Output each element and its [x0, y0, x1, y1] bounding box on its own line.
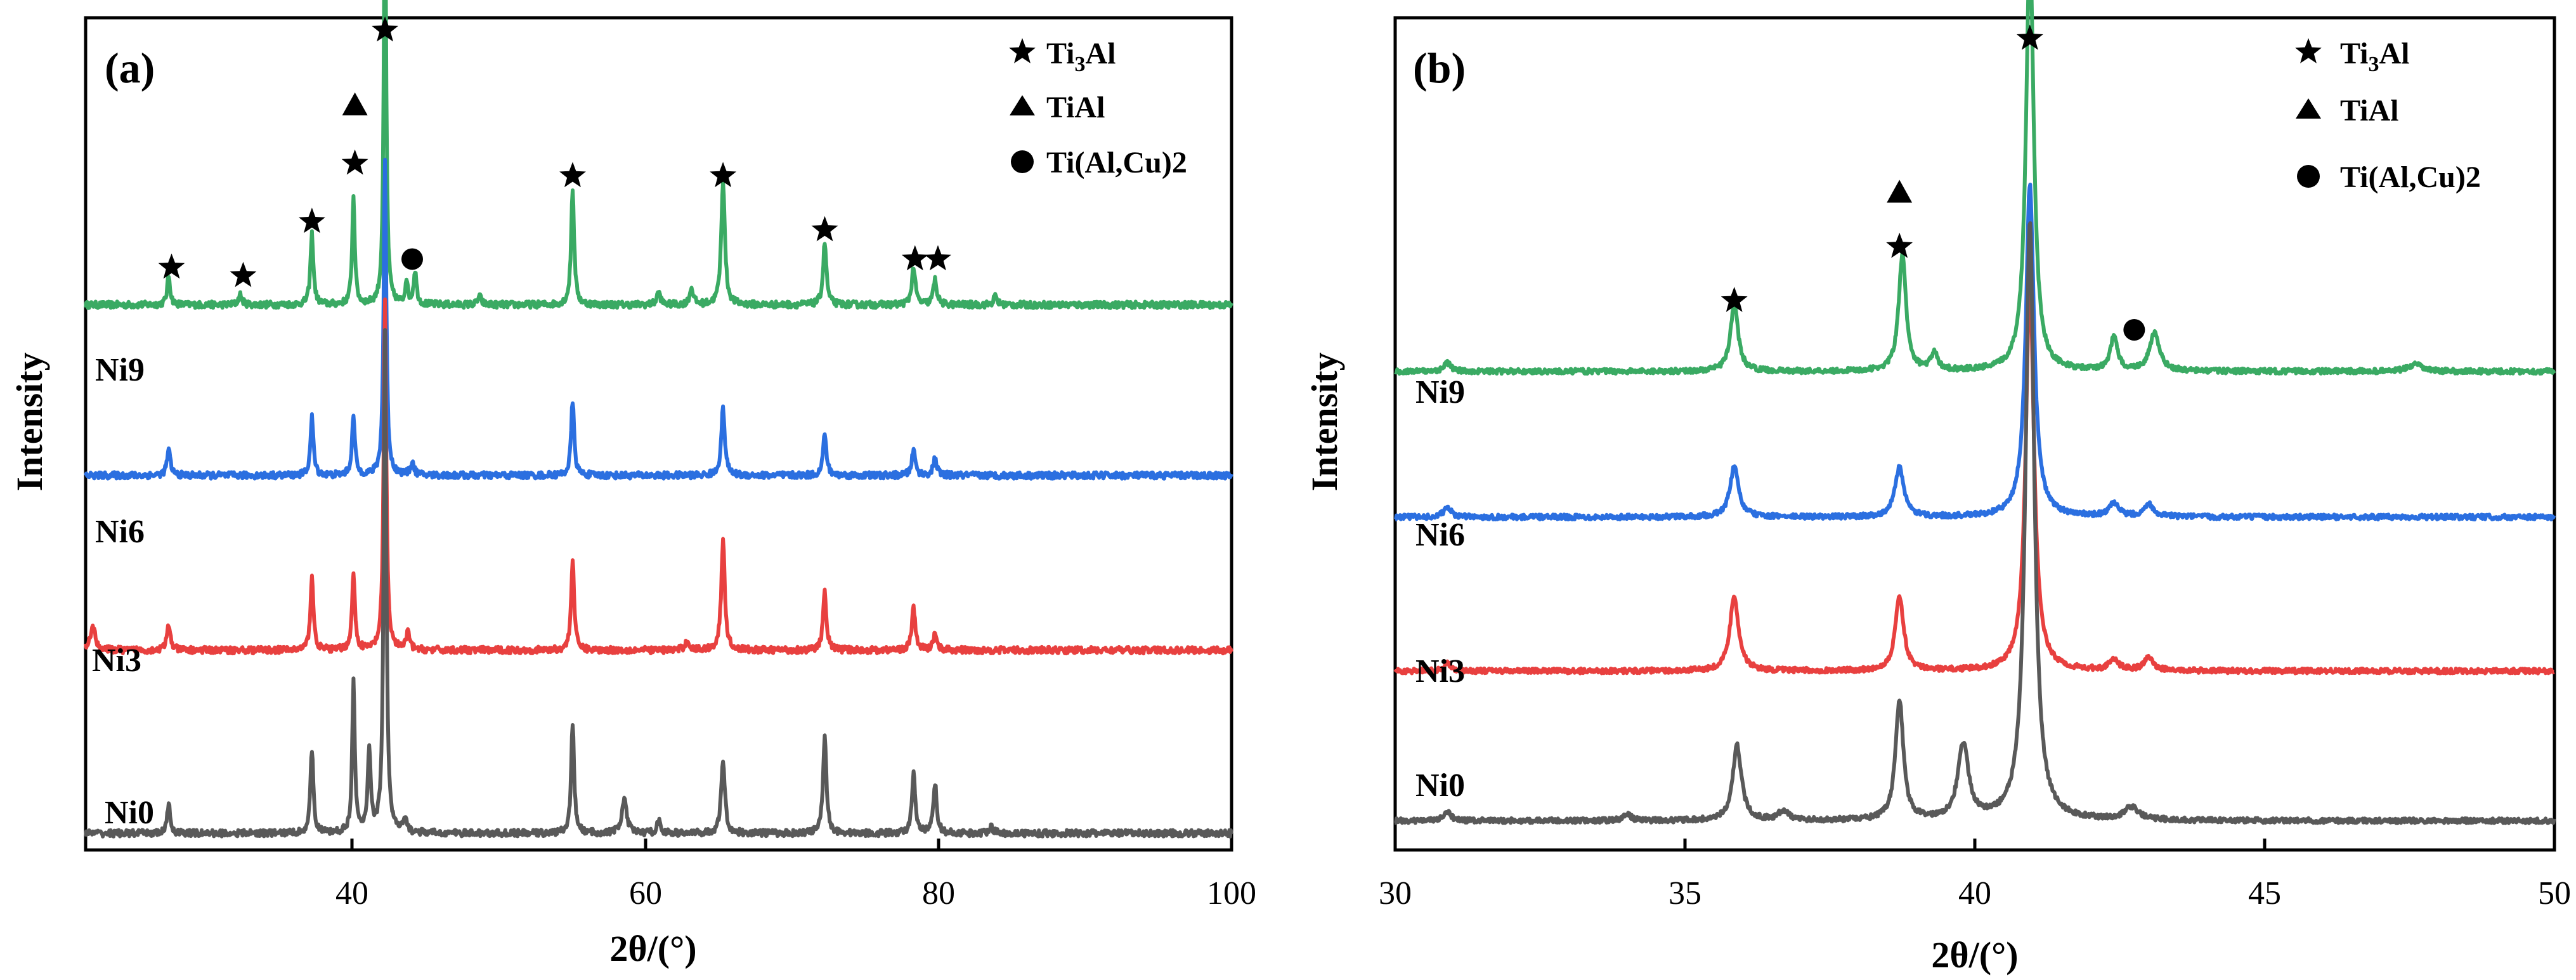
panel-b-peak-marker-star-3 — [1721, 287, 1748, 312]
panel-b-plot-frame — [1393, 16, 2556, 852]
panel-a-x-tick-label-60: 60 — [629, 875, 662, 911]
panel-b-legend-item-ti3al: Ti3Al — [2295, 37, 2409, 76]
panel-a-plot-frame — [84, 16, 1233, 852]
panel-a-x-tick-label-100: 100 — [1207, 875, 1256, 911]
panel-b-series-line-ni9 — [1394, 0, 2556, 376]
panel-a-series-line-ni3 — [84, 297, 1233, 656]
panel-a-peak-marker-star-3 — [299, 207, 325, 233]
panel-a-series-label-ni9: Ni9 — [95, 352, 145, 388]
panel-b-x-tick-label-45: 45 — [2248, 875, 2281, 911]
panel-a-legend-item-tial: TiAl — [1010, 91, 1105, 124]
panel-a-legend-label-tialcu2: Ti(Al,Cu)2 — [1046, 146, 1187, 180]
panel-b-legend-item-tialcu2: Ti(Al,Cu)2 — [2297, 160, 2481, 194]
panel-a-legend-label-ti3al: Ti3Al — [1046, 37, 1116, 76]
panel-a-peak-marker-star-7 — [559, 162, 586, 188]
panel-a-legend-circle-icon — [1011, 150, 1034, 173]
panel-b-label: (b) — [1413, 44, 1466, 92]
panel-a-peak-marker-star-5 — [230, 261, 257, 287]
panel-a-peak-marker-star-4 — [158, 253, 185, 279]
panel-a-peak-marker-star-10 — [901, 245, 928, 271]
panel-a-label: (a) — [105, 44, 155, 92]
panel-b-series-line-ni0 — [1394, 221, 2556, 825]
panel-b-x-tick-label-35: 35 — [1669, 875, 1701, 911]
panel-b-peak-markers — [1721, 24, 2145, 341]
panel-a-series-label-ni6: Ni6 — [95, 514, 145, 550]
panel-b-peak-marker-star-0 — [2016, 24, 2043, 50]
panel-a-x-axis-title: 2θ/(°) — [609, 928, 696, 969]
panel-a-legend: Ti3Al TiAl Ti(Al,Cu)2 — [1009, 37, 1187, 180]
panel-b-legend-label-tial: TiAl — [2340, 94, 2398, 127]
panel-b-legend-star-icon — [2295, 38, 2322, 63]
panel-a-x-axis-ticks: 40 60 80 100 — [335, 839, 1256, 911]
panel-a-x-tick-label-40: 40 — [335, 875, 368, 911]
panel-b-peak-marker-star-2 — [1886, 232, 1913, 258]
panel-b: Intensity 30 35 40 45 50 2θ/(°) (b) Ni9 … — [1304, 0, 2571, 976]
panel-a-legend-star-icon — [1009, 38, 1036, 63]
panel-b-legend-triangle-icon — [2296, 98, 2321, 119]
panel-b-x-axis-ticks: 30 35 40 45 50 — [1379, 839, 2571, 911]
panel-a-peak-marker-star-0 — [372, 16, 398, 42]
panel-b-legend-item-tial: TiAl — [2296, 94, 2398, 127]
panel-b-x-tick-label-30: 30 — [1379, 875, 1412, 911]
panel-a-series-line-ni0 — [84, 328, 1233, 839]
panel-a: Intensity 40 60 80 100 2θ/(°) (a) Ni9 Ni… — [9, 0, 1256, 969]
panel-a-peak-markers — [158, 16, 951, 287]
panel-a-peak-marker-triangle-1 — [342, 92, 368, 115]
panel-b-legend: Ti3Al TiAl Ti(Al,Cu)2 — [2295, 37, 2481, 194]
panel-a-series-label-ni3: Ni3 — [92, 643, 141, 679]
panel-b-series-label-ni6: Ni6 — [1415, 517, 1465, 553]
panel-a-peak-marker-star-11 — [925, 245, 951, 271]
panel-a-peak-marker-circle-6 — [401, 248, 423, 270]
panel-b-peak-marker-triangle-1 — [1887, 180, 1913, 203]
panel-a-series-line-ni6 — [84, 157, 1233, 481]
panel-a-series-group — [84, 0, 1233, 839]
panel-b-x-tick-label-50: 50 — [2538, 875, 2571, 911]
panel-a-y-axis-title: Intensity — [9, 352, 50, 491]
panel-a-legend-label-tial: TiAl — [1046, 91, 1105, 124]
panel-b-series-label-ni0: Ni0 — [1415, 768, 1465, 804]
panel-b-series-group — [1393, 0, 2556, 825]
panel-b-series-line-ni6 — [1394, 182, 2556, 521]
panel-a-peak-marker-star-2 — [341, 149, 368, 175]
panel-a-legend-item-tialcu2: Ti(Al,Cu)2 — [1011, 146, 1187, 180]
panel-b-peak-marker-circle-4 — [2123, 319, 2145, 341]
panel-b-series-line-ni3 — [1393, 278, 2556, 676]
panel-a-x-tick-label-80: 80 — [922, 875, 955, 911]
panel-a-legend-item-ti3al: Ti3Al — [1009, 37, 1116, 76]
panel-a-series-label-ni0: Ni0 — [105, 795, 154, 831]
panel-b-x-tick-label-40: 40 — [1958, 875, 1991, 911]
panel-b-series-label-ni9: Ni9 — [1415, 374, 1465, 410]
panel-b-legend-circle-icon — [2297, 165, 2320, 188]
panel-a-peak-marker-star-9 — [811, 216, 838, 242]
panel-a-series-line-ni9 — [84, 0, 1233, 310]
panel-a-legend-triangle-icon — [1010, 95, 1035, 115]
panel-b-x-axis-title: 2θ/(°) — [1931, 934, 2018, 976]
panel-a-peak-marker-star-8 — [710, 162, 737, 188]
panel-b-series-label-ni3: Ni3 — [1415, 653, 1465, 689]
panel-b-legend-label-tialcu2: Ti(Al,Cu)2 — [2340, 160, 2481, 194]
panel-b-legend-label-ti3al: Ti3Al — [2340, 37, 2409, 76]
panel-b-y-axis-title: Intensity — [1304, 352, 1345, 491]
